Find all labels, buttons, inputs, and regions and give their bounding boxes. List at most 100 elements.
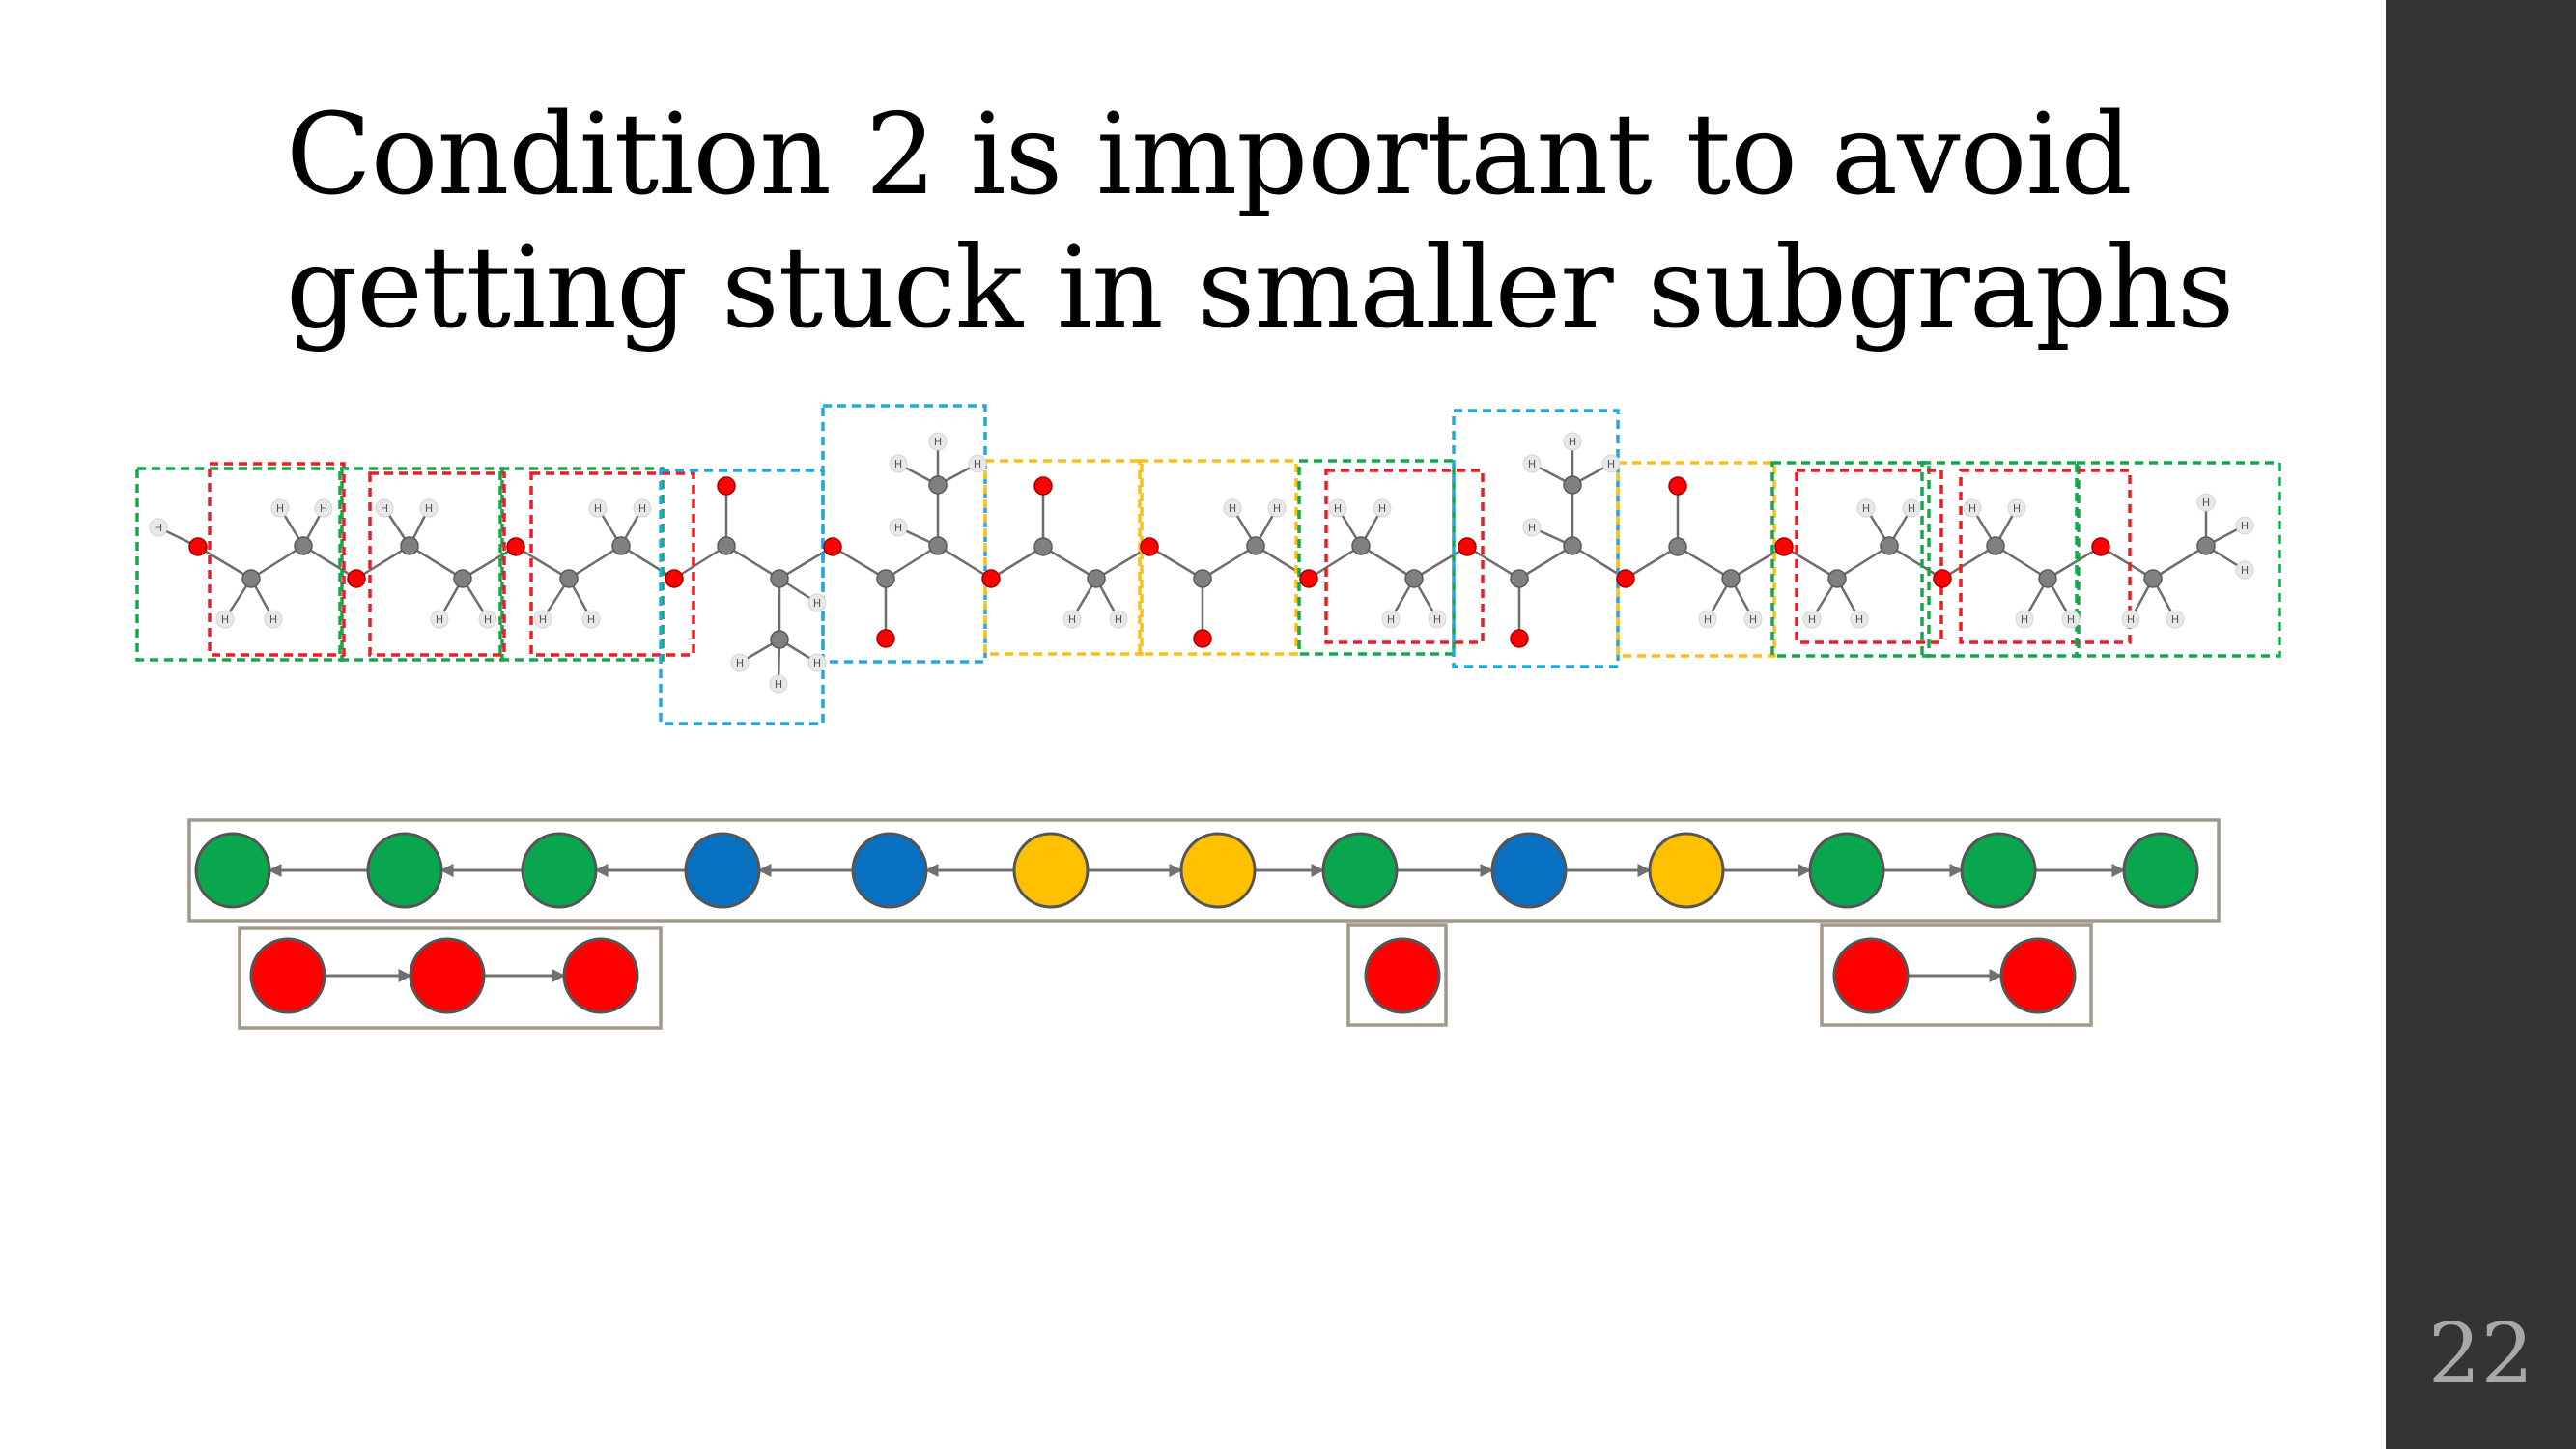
bond [885, 544, 939, 581]
hydrogen-label: H [1334, 502, 1342, 515]
bond [302, 544, 357, 581]
bond [2100, 545, 2154, 581]
bond [1466, 545, 1520, 581]
hydrogen-label: H [425, 502, 433, 515]
carbon-atom [928, 475, 948, 495]
title-line-1: Condition 2 is important to avoid [286, 90, 2133, 220]
hydrogen-atom [1743, 610, 1763, 629]
oxygen-atom [2091, 537, 2110, 556]
bond [1202, 544, 1257, 581]
fragment-box [368, 471, 506, 657]
hydrogen-atom [1902, 498, 1921, 518]
hydrogen-label: H [1569, 436, 1576, 448]
hydrogen-label: H [269, 613, 277, 626]
carbon-atom [876, 569, 895, 588]
hydrogen-label: H [436, 613, 443, 626]
atoms: H H H H H H H H H H H H H H H H H H H H H H H H H H H H H H H H H H H H H H H H… [149, 432, 2254, 694]
carbon-atom [1986, 536, 2005, 555]
graph-node-yellow [1012, 832, 1090, 909]
carbon-atom [1563, 536, 1582, 555]
fragment-graph [187, 818, 2221, 1030]
carbon-atom [1033, 537, 1053, 556]
bond [673, 544, 727, 581]
carbon-atom [1193, 569, 1212, 588]
hydrogen-atom [928, 432, 948, 451]
carbon-atom [400, 536, 419, 555]
bond [990, 545, 1044, 581]
carbon-atom [294, 536, 313, 555]
hydrogen-atom [1963, 498, 1982, 518]
oxygen-atom [1933, 569, 1952, 588]
fragment-box [983, 459, 1144, 656]
diagram: H H H H H H H H H H H H H H H H H H H H H H H H H H H H H H H H H H H H H H H H… [135, 404, 2281, 1030]
bond [197, 545, 252, 581]
hydrogen-label: H [2171, 613, 2179, 626]
fragment-box [338, 467, 504, 662]
carbon-atom [611, 536, 631, 555]
hydrogen-label: H [484, 613, 492, 626]
slide-title: Condition 2 is important to avoid gettin… [286, 89, 2363, 355]
hydrogen-label: H [775, 678, 782, 691]
bond [1518, 544, 1573, 581]
bond [462, 545, 517, 581]
hydrogen-label: H [2127, 613, 2135, 626]
oxygen-atom [1299, 569, 1318, 588]
title-line-2: getting stuck in smaller subgraphs [286, 223, 2234, 354]
hydrogen-atom [730, 653, 750, 672]
hydrogen-atom [1850, 610, 1869, 629]
graph-node-green [1960, 832, 2037, 909]
hydrogen-atom [1522, 518, 1542, 537]
hydrogen-atom [1109, 610, 1128, 629]
hydrogen-label: H [539, 613, 547, 626]
oxygen-atom [876, 629, 895, 648]
fragment-box [208, 462, 346, 657]
hydrogen-label: H [594, 502, 602, 515]
bond [1677, 545, 1732, 581]
graph-node-blue [851, 832, 928, 909]
carbon-atom [1351, 536, 1371, 555]
carbon-atom [2143, 569, 2163, 588]
hydrogen-label: H [1068, 613, 1076, 626]
fragment-box [2075, 461, 2281, 658]
bond [1148, 545, 1203, 581]
bond [620, 544, 675, 581]
hydrogen-label: H [1387, 613, 1395, 626]
hydrogen-label: H [1433, 613, 1441, 626]
hydrogen-atom [889, 454, 908, 473]
hydrogen-label: H [1229, 502, 1236, 515]
fragment-box [1616, 461, 1776, 658]
hydrogen-atom [149, 518, 168, 537]
page-number: 22 [2427, 1306, 2534, 1403]
bond [1625, 545, 1679, 581]
carbon-atom [1510, 569, 1529, 588]
hydrogen-atom [1062, 610, 1082, 629]
hydrogen-atom [314, 498, 333, 518]
fragment-box [1452, 409, 1620, 668]
graph-node-red [1832, 937, 1910, 1014]
bond [1360, 544, 1415, 581]
bond [409, 544, 464, 581]
hydrogen-atom [264, 610, 283, 629]
hydrogen-atom [1601, 454, 1621, 473]
hydrogen-atom [1428, 610, 1447, 629]
fragment-box [659, 469, 825, 725]
oxygen-atom [717, 476, 736, 496]
bond [355, 544, 410, 581]
hydrogen-label: H [2067, 613, 2075, 626]
hydrogen-label: H [813, 597, 821, 610]
carbon-atom [2038, 569, 2057, 588]
hydrogen-atom [2061, 610, 2081, 629]
oxygen-atom [1616, 569, 1635, 588]
bond [1888, 544, 1943, 581]
bond [937, 544, 992, 581]
hydrogen-atom [375, 498, 394, 518]
bond [725, 544, 780, 581]
oxygen-atom [1140, 537, 1159, 556]
graph-node-yellow [1648, 832, 1725, 909]
hydrogen-label: H [1749, 613, 1757, 626]
graph-node-blue [1490, 832, 1568, 909]
carbon-atom [1880, 536, 1899, 555]
hydrogen-atom [2166, 610, 2185, 629]
graph-node-blue [684, 832, 761, 909]
fragment-box [1920, 461, 2081, 658]
